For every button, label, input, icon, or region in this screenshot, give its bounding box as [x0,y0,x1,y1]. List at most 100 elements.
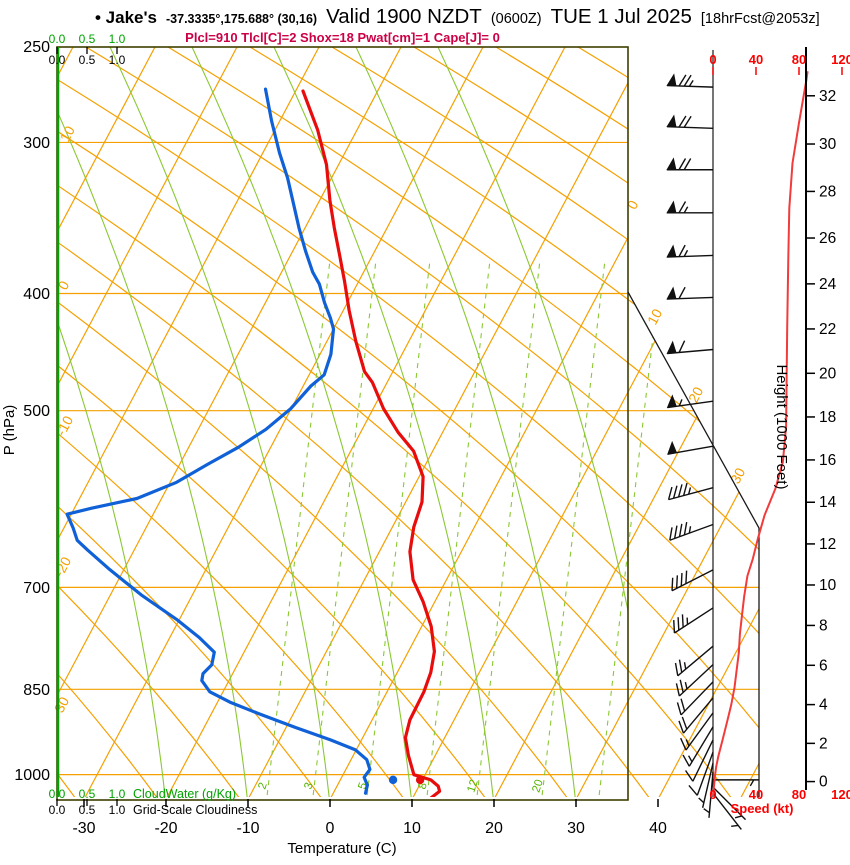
isotherm-label-left: 10 [57,123,79,144]
pressure-tick-label: 250 [23,39,50,56]
dewpoint-curve [67,89,370,793]
height-tick-label: 28 [819,183,836,200]
height-tick-label: 30 [819,136,837,153]
wind-barb [668,442,713,454]
height-tick-label: 10 [819,577,837,594]
pressure-tick-label: 700 [23,580,50,597]
wind-barb [667,245,713,257]
speed-tick-bottom: 0 [709,787,716,802]
cloudiness-tick-top: 1.0 [109,53,126,67]
wind-barb [667,202,713,213]
skewt-grid-orange [0,47,850,810]
cloudiness-tick-bottom: 0.0 [49,803,66,817]
isotherm-label-right: 0 [624,197,642,212]
height-tick-label: 2 [819,735,828,752]
dry-adiabat-line [0,47,494,810]
surface-dewpoint-dot [389,776,397,784]
wind-barb [667,116,713,129]
height-tick-label: 8 [819,617,828,634]
moist-adiabat-line [274,47,494,805]
wind-barb [670,522,713,540]
pressure-tick-label: 850 [23,682,50,699]
moist-adiabat-line [356,47,576,805]
height-tick-label: 4 [819,697,828,714]
speed-tick-bottom: 120 [831,787,850,802]
speed-tick-top: 0 [709,52,716,67]
wind-speed-curve [713,71,808,795]
mixing-ratio-line [598,260,662,805]
pressure-tick-label: 500 [23,403,50,420]
height-tick-label: 22 [819,321,836,338]
isotherm-line [573,47,850,805]
cloudwater-tick-bottom: 1.0 [109,787,126,801]
isotherm-label-right: 10 [644,306,666,327]
cloudwater-tick-bottom: 0.0 [49,787,66,801]
dry-adiabat-line [4,47,850,810]
wind-barb [667,75,713,88]
pressure-tick-label: 300 [23,135,50,152]
isotherm-line [491,47,850,805]
mixing-ratio-line [426,260,490,805]
isotherm-label-left: -20 [51,554,75,580]
isotherm-line [163,47,565,805]
valid-date: TUE 1 Jul 2025 [551,5,692,29]
wind-barb [674,608,713,633]
temperature-tick-label: 40 [649,820,667,837]
temperature-tick-label: -30 [72,820,95,837]
temperature-tick-label: 10 [403,820,421,837]
wind-barb [667,158,713,169]
dry-adiabat-line [824,47,850,810]
surface-temperature-dot [416,776,424,784]
mixing-ratio-line [266,260,330,805]
dry-adiabat-line [742,47,850,810]
wind-barb [667,341,713,354]
height-tick-label: 26 [819,230,836,247]
dry-adiabat-line [0,47,658,810]
sounding-indices: Plcl=910 Tlcl[C]=2 Shox=18 Pwat[cm]=1 Ca… [57,30,628,45]
mixing-ratio-line [312,260,376,805]
station-coordinates: -37.3335°,175.688° (30,16) [166,12,317,26]
isotherm-line [819,47,850,805]
isotherm-label-left: -30 [49,694,73,720]
valid-time: Valid 1900 NZDT [326,5,482,29]
isotherm-line [409,47,811,805]
cloudwater-axis-label: CloudWater (g/Kg) [133,787,236,801]
speed-tick-top: 120 [831,52,850,67]
temperature-axis-label: Temperature (C) [287,840,396,857]
height-tick-label: 18 [819,409,836,426]
forecast-hour: [18hrFcst@2053z] [701,11,820,27]
mixing-ratio-label: 3 [302,781,315,791]
temperature-curve [303,91,440,798]
station-name: • Jake's [95,8,157,28]
wind-barb [667,287,713,299]
wind-barb [677,682,713,715]
isotherm-line [245,47,647,805]
plot-border [57,47,628,800]
wind-barb [676,646,713,676]
temperature-tick-label: 0 [326,820,335,837]
pressure-tick-label: 1000 [14,767,50,784]
speed-tick-bottom: 80 [792,787,806,802]
dry-adiabat-line [0,47,576,810]
cloudiness-axis-label: Grid-Scale Cloudiness [133,803,257,817]
height-tick-label: 14 [819,494,837,511]
speed-tick-top: 40 [749,52,763,67]
height-tick-label: 32 [819,88,836,105]
mixing-ratio-line [366,260,430,805]
valid-time-utc: (0600Z) [491,11,542,27]
mixing-ratio-lines [266,260,662,805]
height-tick-label: 0 [819,774,828,791]
temperature-tick-label: 20 [485,820,503,837]
dry-adiabat-line [0,47,740,810]
height-axis-label: Height (1000 Feet) [773,364,790,489]
speed-tick-bottom: 40 [749,787,763,802]
moist-adiabats [0,47,658,805]
cloudiness-tick-top: 0.0 [49,53,66,67]
pressure-tick-label: 400 [23,286,50,303]
mixing-ratio-label: 2 [256,781,269,791]
height-tick-label: 12 [819,536,836,553]
